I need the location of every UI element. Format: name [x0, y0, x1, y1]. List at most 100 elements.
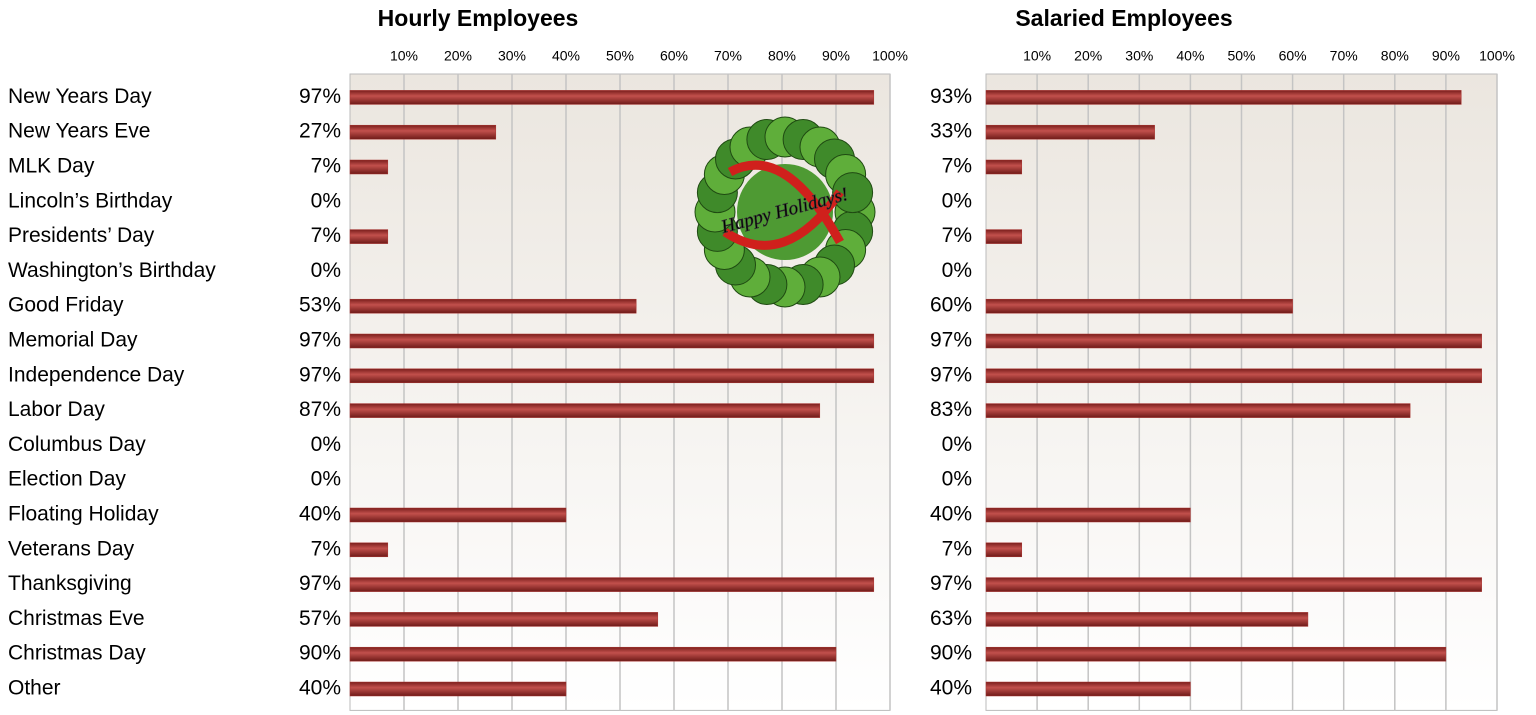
chart-title: Hourly Employees	[378, 5, 579, 31]
bar	[350, 369, 874, 383]
value-label: 0%	[942, 433, 972, 456]
bar	[986, 160, 1022, 174]
category-label: Veterans Day	[8, 537, 135, 560]
x-tick-label: 100%	[872, 48, 908, 64]
value-label: 7%	[942, 537, 972, 560]
value-label: 0%	[942, 468, 972, 491]
category-label: New Years Day	[8, 85, 152, 108]
value-label: 97%	[299, 572, 341, 595]
x-tick-label: 30%	[498, 48, 526, 64]
x-tick-label: 70%	[1330, 48, 1358, 64]
bar	[350, 334, 874, 348]
bar	[350, 612, 658, 626]
chart-title: Salaried Employees	[1015, 5, 1232, 31]
x-tick-label: 40%	[552, 48, 580, 64]
value-label: 83%	[930, 398, 972, 421]
page: New Years Day New Years Eve MLK Day Lincoln…	[0, 0, 1536, 715]
value-label: 7%	[311, 224, 341, 247]
bar	[986, 682, 1190, 696]
value-label: 90%	[930, 642, 972, 665]
x-tick-label: 60%	[660, 48, 688, 64]
x-tick-label: 50%	[606, 48, 634, 64]
value-label: 0%	[942, 259, 972, 282]
bar	[350, 543, 388, 557]
value-label: 60%	[930, 294, 972, 317]
value-label: 0%	[311, 468, 341, 491]
value-label: 33%	[930, 120, 972, 143]
category-label: Presidents’ Day	[8, 224, 155, 247]
value-label: 53%	[299, 294, 341, 317]
bar	[986, 647, 1446, 661]
x-tick-label: 30%	[1125, 48, 1153, 64]
x-tick-label: 10%	[1023, 48, 1051, 64]
value-label: 90%	[299, 642, 341, 665]
value-label: 0%	[311, 259, 341, 282]
chart: New Years Day New Years Eve MLK Day Lincoln…	[0, 0, 1536, 715]
value-label: 40%	[299, 503, 341, 526]
value-label: 0%	[942, 189, 972, 212]
category-label: Memorial Day	[8, 329, 138, 352]
bar	[986, 125, 1155, 139]
x-tick-label: 90%	[1432, 48, 1460, 64]
x-tick-label: 80%	[768, 48, 796, 64]
category-label: Independence Day	[8, 363, 185, 386]
category-label: Christmas Eve	[8, 607, 145, 630]
x-tick-label: 100%	[1479, 48, 1515, 64]
category-label: Labor Day	[8, 398, 105, 421]
bar	[350, 160, 388, 174]
x-tick-label: 20%	[444, 48, 472, 64]
category-label: Columbus Day	[8, 433, 146, 456]
category-label: MLK Day	[8, 155, 95, 178]
value-label: 7%	[942, 155, 972, 178]
x-tick-label: 40%	[1176, 48, 1204, 64]
bar	[986, 543, 1022, 557]
bar	[986, 612, 1308, 626]
value-label: 97%	[930, 363, 972, 386]
x-tick-label: 70%	[714, 48, 742, 64]
value-label: 40%	[930, 677, 972, 700]
value-label: 97%	[299, 363, 341, 386]
value-label: 97%	[299, 329, 341, 352]
value-label: 0%	[311, 189, 341, 212]
x-tick-label: 10%	[390, 48, 418, 64]
category-label: Good Friday	[8, 294, 124, 317]
value-label: 97%	[930, 572, 972, 595]
bar	[986, 369, 1482, 383]
bar	[986, 90, 1461, 104]
category-label: Lincoln’s Birthday	[8, 189, 173, 212]
value-label: 40%	[930, 503, 972, 526]
category-label: Other	[8, 677, 61, 700]
value-label: 7%	[311, 537, 341, 560]
value-label: 57%	[299, 607, 341, 630]
bar	[350, 230, 388, 244]
bar	[350, 90, 874, 104]
category-label: Floating Holiday	[8, 503, 159, 526]
value-label: 93%	[930, 85, 972, 108]
bar	[350, 299, 636, 313]
x-tick-label: 60%	[1279, 48, 1307, 64]
bar	[986, 404, 1410, 418]
bar	[350, 578, 874, 592]
value-label: 97%	[299, 85, 341, 108]
bar	[986, 230, 1022, 244]
bar	[350, 125, 496, 139]
category-label: New Years Eve	[8, 120, 150, 143]
value-label: 7%	[311, 155, 341, 178]
category-label: Election Day	[8, 468, 126, 491]
value-label: 87%	[299, 398, 341, 421]
bar	[986, 578, 1482, 592]
bar	[986, 334, 1482, 348]
x-tick-label: 20%	[1074, 48, 1102, 64]
bar	[350, 404, 820, 418]
value-label: 40%	[299, 677, 341, 700]
x-tick-label: 80%	[1381, 48, 1409, 64]
bar	[350, 508, 566, 522]
bar	[350, 647, 836, 661]
bar	[350, 682, 566, 696]
bar	[986, 508, 1190, 522]
value-label: 7%	[942, 224, 972, 247]
category-label: Washington’s Birthday	[8, 259, 216, 282]
bar	[986, 299, 1293, 313]
category-label: Thanksgiving	[8, 572, 132, 595]
value-label: 63%	[930, 607, 972, 630]
